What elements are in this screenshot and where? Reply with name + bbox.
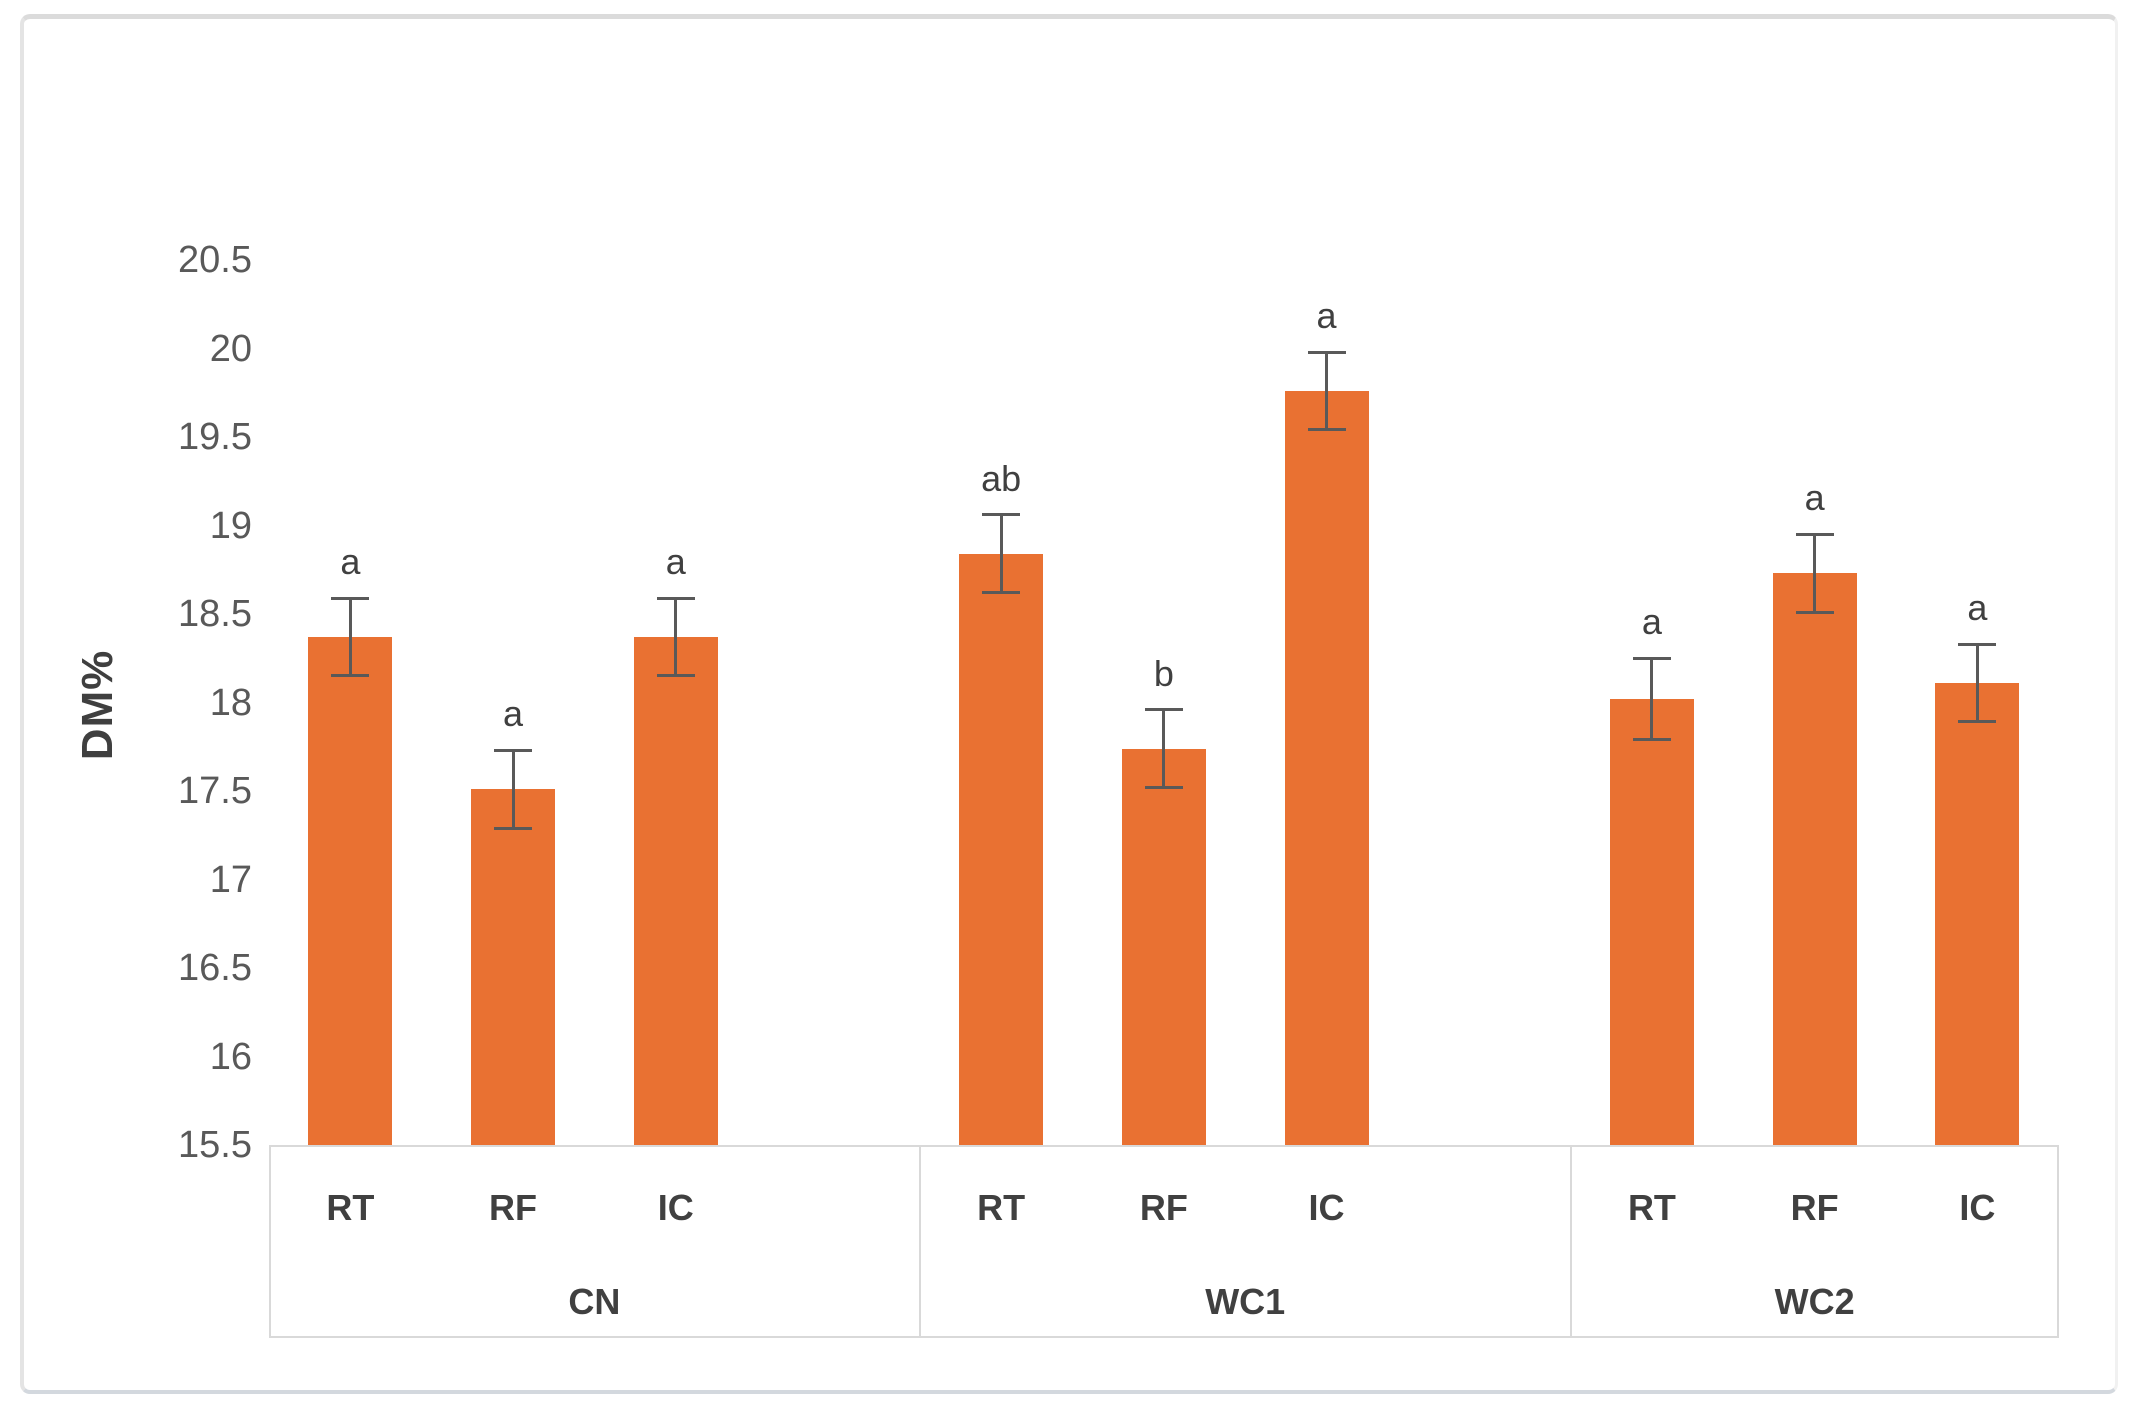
treatment-label: RT [977,1187,1026,1228]
significance-letter: ab [981,457,1022,499]
y-tick-label: 15.5 [178,1124,252,1166]
bar [308,637,393,1145]
error-bar-cap [656,596,695,600]
y-tick-label: 20 [209,327,252,370]
significance-letter: a [1641,601,1662,643]
significance-letter: a [503,693,524,735]
y-tick-label: 17 [209,858,252,901]
treatment-label: RF [489,1187,538,1228]
bar [633,637,718,1145]
error-bar-cap [982,591,1021,595]
significance-letter: a [1316,295,1337,337]
error-bar-line [674,598,678,676]
error-bar-cap [1632,656,1671,660]
bar [1121,748,1206,1145]
group-label: WC2 [1774,1281,1855,1322]
error-bar-cap [1144,708,1183,712]
significance-letter: a [1804,477,1825,519]
error-bar-cap [1307,350,1346,354]
error-bar-cap [1144,785,1183,789]
error-bar-cap [656,674,695,678]
bar [1284,390,1369,1145]
treatment-label: IC [657,1187,694,1228]
error-bar-cap [1307,428,1346,432]
group-label: WC1 [1205,1281,1286,1322]
treatment-label: IC [1959,1187,1996,1228]
significance-letter: a [665,541,686,583]
error-bar-cap [1958,720,1997,724]
y-tick-label: 18 [209,681,252,724]
error-bar-cap [331,596,370,600]
y-tick-label: 19 [209,504,252,547]
treatment-label: RT [326,1187,375,1228]
error-bar-line [1975,644,1979,722]
error-bar-cap [494,826,533,830]
significance-letter: a [1967,587,1988,629]
group-label: CN [568,1281,621,1322]
treatment-label: RF [1139,1187,1188,1228]
y-tick-label: 20.5 [178,239,252,281]
treatment-label: IC [1308,1187,1345,1228]
bar [959,553,1044,1145]
error-bar-line [511,750,515,829]
y-tick-label: 19.5 [178,416,252,458]
error-bar-cap [331,674,370,678]
y-tick-label: 16 [209,1035,252,1078]
error-bar-line [1325,352,1329,430]
category-group-divider [1569,1145,1572,1338]
y-tick-label: 18.5 [178,593,252,635]
bar [471,789,556,1145]
y-tick-label: 17.5 [178,770,252,812]
error-bar-line [1813,534,1817,613]
error-bar-cap [1795,610,1834,614]
error-bar-line [1162,709,1166,788]
significance-letter: a [340,541,361,583]
treatment-label: RF [1790,1187,1839,1228]
significance-letter: b [1153,652,1174,694]
bar [1772,573,1857,1145]
error-bar-cap [1632,738,1671,742]
error-bar-cap [982,513,1021,517]
bar [1935,683,2020,1145]
bar [1609,698,1694,1145]
error-bar-line [348,598,352,676]
y-tick-label: 16.5 [178,947,252,989]
error-bar-line [999,514,1003,593]
category-group-divider [918,1145,921,1338]
treatment-label: RT [1627,1187,1676,1228]
chart-frame: DM% 20.5 20 19.5 19 18.5 18 17.5 17 16.5 16 15.5 CN… [20,14,2118,1394]
error-bar-cap [494,748,533,752]
error-bar-cap [1958,642,1997,646]
category-axis-box [269,1145,2059,1338]
error-bar-line [1650,658,1654,740]
error-bar-cap [1795,532,1834,536]
